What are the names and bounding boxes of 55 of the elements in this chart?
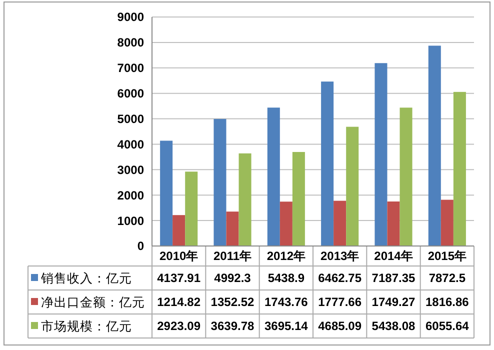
- bar: [185, 172, 198, 246]
- bar: [440, 200, 454, 246]
- y-tick-label: 5000: [117, 112, 144, 126]
- bar: [226, 212, 239, 246]
- y-tick-label: 0: [137, 239, 144, 254]
- bar: [428, 46, 441, 246]
- y-tick-label: 4000: [117, 137, 144, 152]
- data-label: 7187.35: [372, 271, 416, 286]
- data-label: 6462.75: [318, 271, 362, 286]
- bar: [374, 63, 388, 246]
- x-tick-label: 2010年: [159, 249, 198, 264]
- data-label: 7872.5: [428, 271, 466, 286]
- data-label: 4137.91: [157, 271, 201, 286]
- y-tick-label: 2000: [117, 188, 144, 202]
- bar: [160, 140, 173, 246]
- bar: [321, 82, 334, 246]
- data-label: 3695.14: [264, 319, 308, 334]
- data-label: 6055.64: [425, 319, 470, 334]
- y-tick-label: 3000: [117, 162, 144, 177]
- data-label: 4992.3: [214, 271, 252, 286]
- bar: [267, 108, 280, 246]
- y-tick-label: 6000: [117, 86, 144, 101]
- bar: [238, 153, 252, 246]
- x-tick-label: 2011年: [213, 249, 252, 264]
- bar: [387, 201, 400, 246]
- bar: [172, 215, 186, 246]
- bar: [400, 108, 412, 246]
- x-tick-label: 2012年: [266, 249, 306, 264]
- y-tick-label: 7000: [117, 61, 144, 76]
- bar: [214, 118, 226, 246]
- bar: [280, 202, 292, 246]
- x-tick-label: 2014年: [374, 249, 413, 264]
- legend-label: 销售收入：亿元: [40, 271, 132, 286]
- data-label: 1743.76: [264, 295, 308, 310]
- legend-label: 市场规模：亿元: [41, 319, 132, 334]
- y-tick-label: 9000: [117, 10, 144, 24]
- data-label: 1749.27: [372, 295, 416, 310]
- data-label: 1816.86: [425, 295, 470, 310]
- x-tick-label: 2013年: [320, 249, 360, 264]
- x-tick-label: 2015年: [428, 249, 467, 264]
- data-label: 1777.66: [318, 295, 362, 310]
- data-label: 4685.09: [318, 319, 362, 334]
- data-label: 5438.08: [372, 319, 416, 334]
- data-label: 2923.09: [157, 319, 201, 334]
- data-label: 3639.78: [210, 319, 255, 334]
- bar: [292, 152, 305, 246]
- data-label: 1352.52: [210, 295, 255, 310]
- data-label: 1214.82: [157, 295, 201, 310]
- legend-label: 净出口金额：亿元: [41, 295, 145, 310]
- bar: [346, 126, 359, 246]
- y-tick-label: 1000: [117, 214, 144, 228]
- y-tick-label: 8000: [117, 36, 144, 50]
- data-label: 5438.9: [268, 271, 305, 286]
- bar: [334, 200, 346, 246]
- bar: [453, 92, 466, 246]
